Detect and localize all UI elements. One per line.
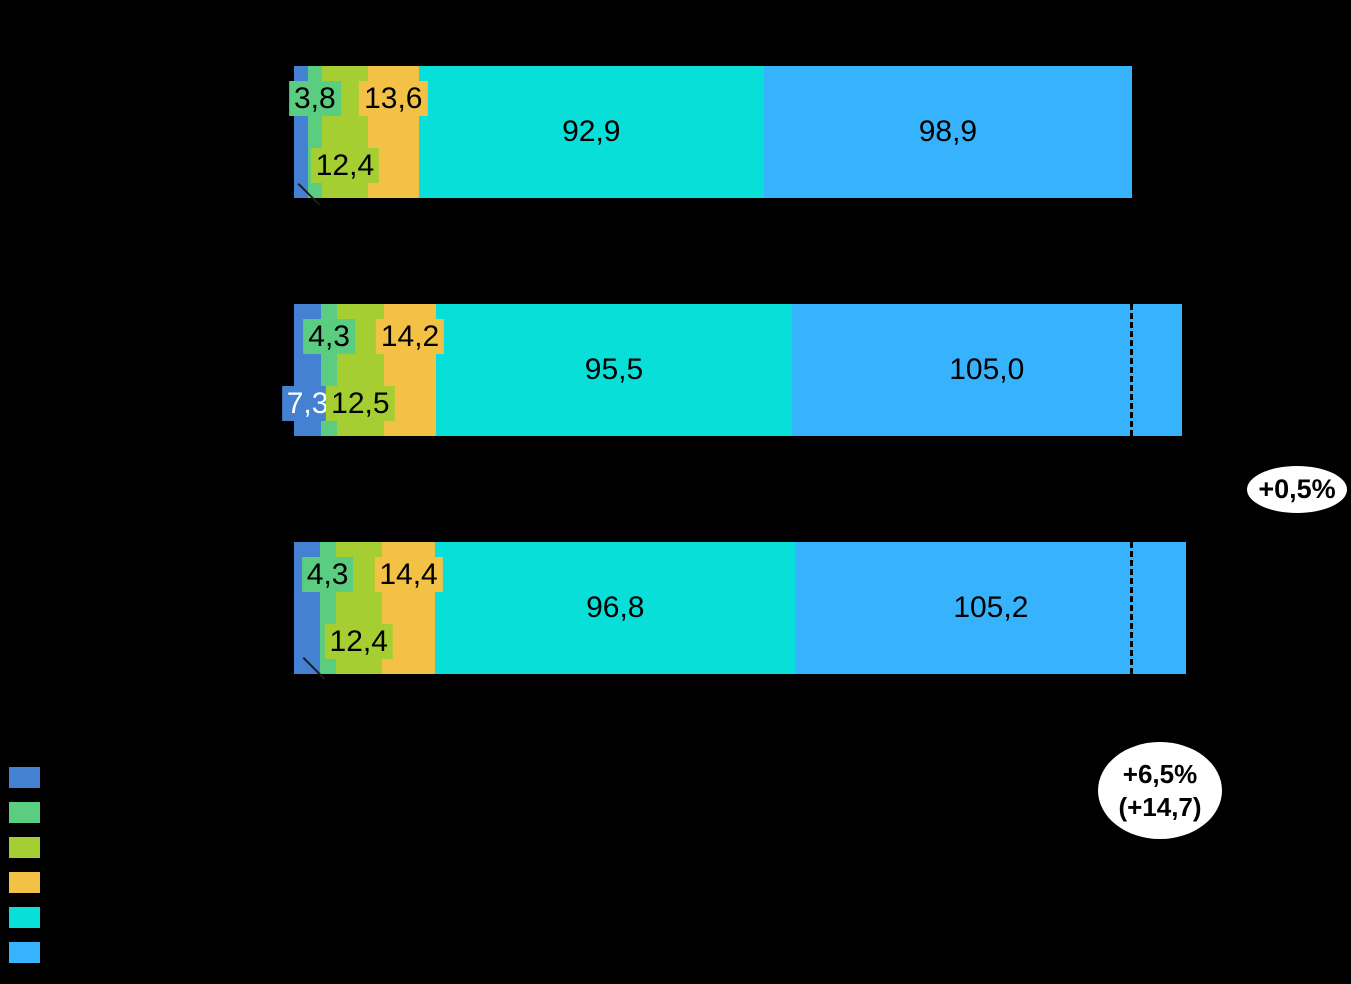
bar-segment-segment-lightblue <box>795 542 1187 674</box>
segment-value-chip: 4,3 <box>303 319 355 354</box>
segment-value-label: 105,2 <box>953 591 1029 624</box>
bar-segment-segment-cyan <box>418 66 765 198</box>
segment-value-chip: 4,3 <box>301 557 354 592</box>
segment-value-chip: 12,4 <box>310 148 380 183</box>
bar-row-2: 7,3 4,3 12,5 14,2 95,5 105,0 <box>0 304 1351 436</box>
bar-segment-segment-lightblue <box>791 304 1182 436</box>
segment-value-label: 105,0 <box>949 353 1025 386</box>
growth-badge-small-text: +0,5% <box>1258 474 1336 504</box>
segment-value-label: 92,9 <box>562 115 621 148</box>
legend-swatch-segment-blue <box>9 767 40 788</box>
bar-row-3: 4,3 12,4 14,4 96,8 105,2 <box>0 542 1351 674</box>
segment-value-chip: 12,5 <box>326 386 395 421</box>
growth-badge-large: +6,5% (+14,7) <box>1098 742 1222 839</box>
legend-swatch-segment-lime <box>9 837 40 858</box>
bar-segment-segment-cyan <box>435 542 796 674</box>
legend-swatch-segment-lightblue <box>9 942 40 963</box>
segment-value-chip: 13,6 <box>359 81 428 116</box>
segment-value-label: 96,8 <box>586 591 645 624</box>
growth-badge-small: +0,5% <box>1247 466 1347 513</box>
legend-swatch-segment-green <box>9 802 40 823</box>
growth-badge-large-line1: +6,5% <box>1122 759 1198 789</box>
segment-value-chip: 12,4 <box>324 624 393 659</box>
growth-badge-large-line2: (+14,7) <box>1118 791 1202 822</box>
legend-swatch-segment-cyan <box>9 907 40 928</box>
segment-value-chip: 7,3 <box>281 386 334 421</box>
dashed-reference-line <box>1129 304 1133 436</box>
bar-segment-segment-cyan <box>436 304 792 436</box>
legend-swatch-segment-yellow <box>9 872 40 893</box>
bar-row-1: 3,8 12,4 13,6 92,9 98,9 <box>0 66 1351 198</box>
segment-value-chip: 14,4 <box>374 557 443 592</box>
bar-segment-segment-lightblue <box>764 66 1132 198</box>
dashed-reference-line <box>1129 542 1133 674</box>
segment-value-chip: 14,2 <box>375 319 445 354</box>
segment-value-label: 95,5 <box>584 353 644 386</box>
segment-value-label: 98,9 <box>918 115 978 148</box>
segment-value-chip: 3,8 <box>288 81 341 116</box>
